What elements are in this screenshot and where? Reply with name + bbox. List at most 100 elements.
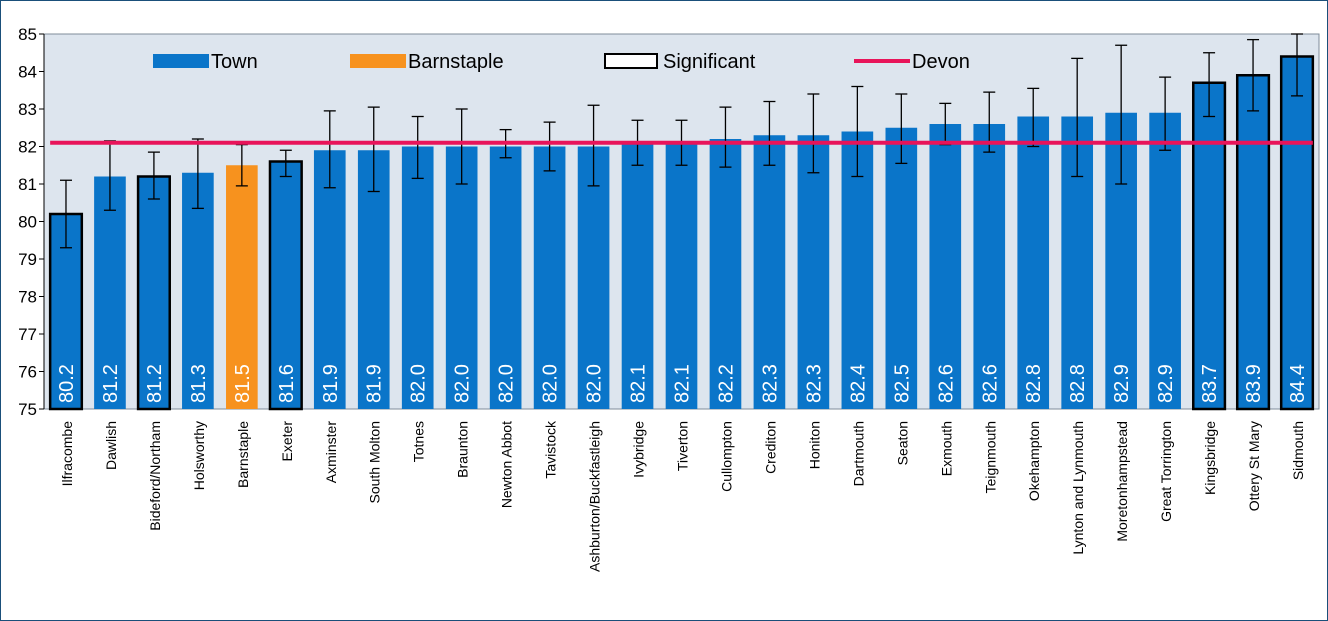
y-tick-label: 84 bbox=[18, 63, 37, 82]
y-tick-label: 79 bbox=[18, 250, 37, 269]
bar-value-label: 82.1 bbox=[628, 364, 650, 403]
bar bbox=[577, 146, 610, 409]
x-category-label: Totnes bbox=[411, 421, 427, 462]
x-category-label: Crediton bbox=[762, 421, 778, 474]
bar bbox=[665, 142, 698, 409]
bar-value-label: 82.4 bbox=[847, 364, 869, 403]
x-category-label: Okehampton bbox=[1026, 421, 1042, 501]
bar-value-label: 83.9 bbox=[1243, 364, 1265, 403]
legend-town-swatch bbox=[153, 54, 209, 68]
legend-label: Devon bbox=[912, 51, 970, 73]
legend-label: Significant bbox=[663, 51, 756, 73]
x-category-label: Bideford/Northam bbox=[147, 421, 163, 531]
bar bbox=[489, 146, 522, 409]
bar-value-label: 82.8 bbox=[1067, 364, 1089, 403]
bar-value-label: 83.7 bbox=[1199, 364, 1221, 403]
bar bbox=[973, 124, 1006, 409]
x-category-label: Exeter bbox=[279, 421, 295, 462]
bar bbox=[401, 146, 434, 409]
bar-value-label: 81.9 bbox=[320, 364, 342, 403]
bar bbox=[1279, 55, 1315, 411]
bar bbox=[885, 127, 918, 409]
y-tick-label: 76 bbox=[18, 363, 37, 382]
bar-value-label: 81.6 bbox=[276, 364, 298, 403]
x-category-label: Seaton bbox=[894, 421, 910, 465]
bar bbox=[1192, 81, 1227, 411]
x-category-label: Ilfracombe bbox=[59, 421, 75, 487]
bar-value-label: 82.0 bbox=[496, 364, 518, 403]
bar bbox=[1017, 116, 1050, 409]
x-category-label: Moretonhampstead bbox=[1114, 421, 1130, 542]
x-category-label: Great Torrington bbox=[1158, 421, 1174, 522]
x-category-label: Ivybridge bbox=[631, 421, 647, 478]
bar-value-label: 82.0 bbox=[540, 364, 562, 403]
legend-label: Town bbox=[211, 51, 258, 73]
bar-value-label: 81.2 bbox=[144, 364, 166, 403]
x-category-label: Tiverton bbox=[675, 421, 691, 471]
x-category-label: Tavistock bbox=[543, 420, 559, 479]
bar bbox=[182, 172, 214, 409]
x-category-label: Honiton bbox=[806, 421, 822, 469]
bar-value-label: 82.8 bbox=[1023, 364, 1045, 403]
legend-significant-swatch bbox=[604, 53, 658, 69]
x-category-label: Dartmouth bbox=[850, 421, 866, 486]
bar-value-label: 82.9 bbox=[1111, 364, 1133, 403]
bar-value-label: 82.2 bbox=[715, 364, 737, 403]
bar-value-label: 82.0 bbox=[408, 364, 430, 403]
y-tick-label: 83 bbox=[18, 100, 37, 119]
x-category-label: Ashburton/Buckfastleigh bbox=[587, 421, 603, 572]
bar bbox=[797, 135, 830, 409]
bar bbox=[94, 176, 126, 409]
x-category-label: South Molton bbox=[367, 421, 383, 504]
x-category-label: Sidmouth bbox=[1290, 421, 1306, 480]
bar bbox=[268, 160, 303, 411]
bar-value-label: 82.5 bbox=[891, 364, 913, 403]
y-tick-label: 81 bbox=[18, 175, 37, 194]
x-category-label: Lynton and Lynmouth bbox=[1070, 421, 1086, 555]
bar bbox=[621, 142, 654, 409]
legend-barnstaple-swatch bbox=[350, 54, 406, 68]
x-category-label: Braunton bbox=[455, 421, 471, 478]
x-category-label: Teignmouth bbox=[982, 421, 998, 493]
x-category-label: Holsworthy bbox=[191, 421, 207, 490]
x-category-label: Kingsbridge bbox=[1202, 421, 1218, 495]
bar bbox=[226, 165, 258, 409]
y-tick-label: 75 bbox=[18, 400, 37, 419]
bar-value-label: 82.6 bbox=[935, 364, 957, 403]
x-category-label: Barnstaple bbox=[235, 421, 251, 488]
bar-value-label: 82.9 bbox=[1155, 364, 1177, 403]
bar-value-label: 82.3 bbox=[759, 364, 781, 403]
bar-value-label: 82.3 bbox=[803, 364, 825, 403]
x-category-label: Ottery St Mary bbox=[1246, 421, 1262, 511]
y-tick-label: 77 bbox=[18, 325, 37, 344]
y-tick-label: 80 bbox=[18, 213, 37, 232]
bar bbox=[445, 146, 478, 409]
bar bbox=[1235, 74, 1271, 411]
bar-value-label: 81.3 bbox=[188, 364, 210, 403]
x-category-label: Dawlish bbox=[103, 421, 119, 470]
bar bbox=[929, 124, 962, 409]
bar bbox=[753, 135, 786, 409]
bar-value-label: 82.0 bbox=[452, 364, 474, 403]
bar-value-label: 82.6 bbox=[979, 364, 1001, 403]
bar bbox=[313, 150, 346, 409]
bar bbox=[1149, 112, 1181, 409]
bar bbox=[841, 131, 874, 409]
x-category-label: Axminster bbox=[323, 421, 339, 484]
bar bbox=[709, 139, 742, 409]
y-tick-label: 82 bbox=[18, 138, 37, 157]
bar-value-label: 84.4 bbox=[1287, 364, 1309, 403]
x-category-label: Cullompton bbox=[718, 421, 734, 492]
x-category-label: Newton Abbot bbox=[499, 421, 515, 508]
bar bbox=[533, 146, 566, 409]
legend-label: Barnstaple bbox=[408, 51, 504, 73]
bar-value-label: 80.2 bbox=[56, 364, 78, 403]
bar-value-label: 82.1 bbox=[672, 364, 694, 403]
bar-value-label: 81.2 bbox=[100, 364, 122, 403]
bar bbox=[357, 150, 390, 409]
bar-value-label: 81.5 bbox=[232, 364, 254, 403]
y-tick-label: 78 bbox=[18, 288, 37, 307]
bar-value-label: 81.9 bbox=[364, 364, 386, 403]
